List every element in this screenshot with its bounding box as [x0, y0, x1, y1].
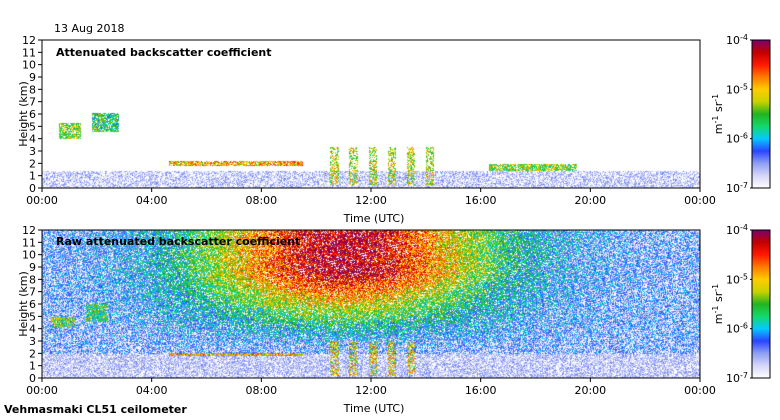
x-tick-label: 20:00: [574, 384, 606, 397]
panel-1-ylabel: Height (km): [17, 81, 30, 147]
x-tick-label: 00:00: [684, 384, 716, 397]
x-tick-label: 08:00: [245, 194, 277, 207]
instrument-label: Vehmasmaki CL51 ceilometer: [4, 403, 187, 416]
x-tick-label: 04:00: [136, 194, 168, 207]
y-tick-label: 11: [22, 46, 36, 59]
colorbar-tick-label: 10-5: [726, 272, 748, 287]
colorbar-tick-label: 10-6: [726, 321, 748, 336]
y-tick-label: 12: [22, 34, 36, 47]
colorbar-unit: m-1 sr-1: [711, 94, 726, 134]
panel-attenuated-backscatter: Attenuated backscatter coefficient 01234…: [17, 33, 771, 225]
y-tick-label: 12: [22, 224, 36, 237]
x-tick-label: 00:00: [684, 194, 716, 207]
colorbar-tick-label: 10-5: [726, 82, 748, 97]
panel-raw-attenuated-backscatter: Raw attenuated backscatter coefficient 0…: [17, 223, 771, 415]
heatmap-1-field: [42, 40, 700, 188]
y-tick-label: 8: [29, 83, 36, 96]
x-tick-label: 04:00: [136, 384, 168, 397]
y-tick-label: 0: [29, 182, 36, 195]
y-tick-label: 9: [29, 261, 36, 274]
y-tick-label: 7: [29, 96, 36, 109]
x-tick-label: 00:00: [26, 194, 58, 207]
y-tick-label: 5: [29, 120, 36, 133]
colorbar-2: [751, 229, 771, 379]
colorbar-tick-label: 10-4: [726, 223, 748, 238]
y-tick-label: 3: [29, 335, 36, 348]
y-tick-label: 9: [29, 71, 36, 84]
x-tick-label: 00:00: [26, 384, 58, 397]
y-tick-label: 10: [22, 59, 36, 72]
panel-2-ylabel: Height (km): [17, 271, 30, 337]
y-tick-label: 1: [29, 360, 36, 373]
colorbar-unit: m-1 sr-1: [711, 284, 726, 324]
y-tick-label: 10: [22, 249, 36, 262]
x-tick-label: 12:00: [355, 194, 387, 207]
x-tick-label: 08:00: [245, 384, 277, 397]
date-label: 13 Aug 2018: [54, 22, 124, 35]
colorbar-1: [751, 39, 771, 189]
y-tick-label: 11: [22, 236, 36, 249]
panel-2-title: Raw attenuated backscatter coefficient: [56, 235, 300, 248]
x-tick-label: 16:00: [465, 384, 497, 397]
y-tick-label: 1: [29, 170, 36, 183]
y-tick-label: 8: [29, 273, 36, 286]
colorbar-tick-label: 10-6: [726, 131, 748, 146]
y-tick-label: 2: [29, 157, 36, 170]
colorbar-tick-label: 10-7: [726, 181, 748, 196]
y-tick-label: 6: [29, 108, 36, 121]
x-tick-label: 20:00: [574, 194, 606, 207]
y-tick-label: 7: [29, 286, 36, 299]
heatmap-2-field: [42, 230, 700, 378]
panel-1-xlabel: Time (UTC): [343, 212, 405, 225]
colorbar-tick-label: 10-4: [726, 33, 748, 48]
panel-1-title: Attenuated backscatter coefficient: [56, 46, 272, 59]
x-tick-label: 12:00: [355, 384, 387, 397]
y-tick-label: 3: [29, 145, 36, 158]
x-tick-label: 16:00: [465, 194, 497, 207]
y-tick-label: 6: [29, 298, 36, 311]
y-tick-label: 4: [29, 133, 36, 146]
y-tick-label: 5: [29, 310, 36, 323]
y-tick-label: 2: [29, 347, 36, 360]
colorbar-tick-label: 10-7: [726, 371, 748, 386]
y-tick-label: 4: [29, 323, 36, 336]
y-tick-label: 0: [29, 372, 36, 385]
panel-2-xlabel: Time (UTC): [343, 402, 405, 415]
